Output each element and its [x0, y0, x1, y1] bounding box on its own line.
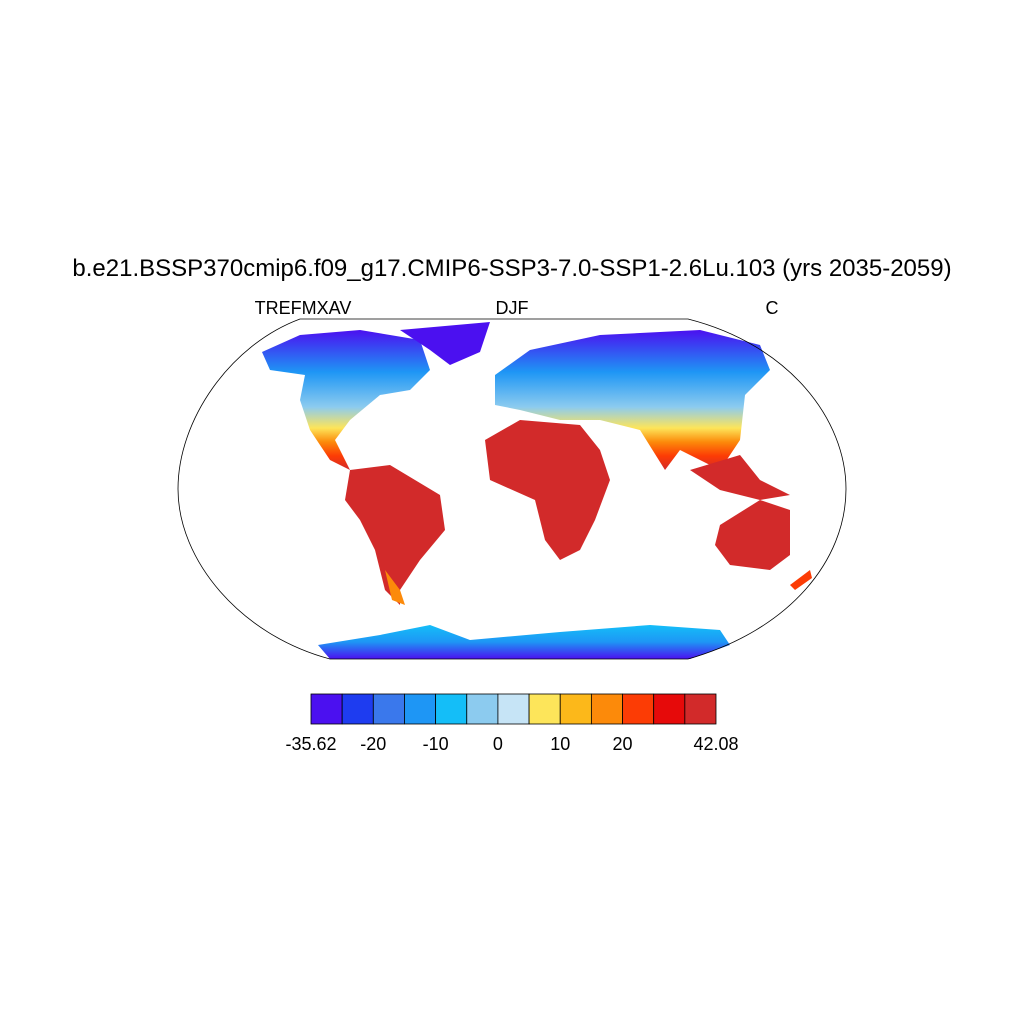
land	[495, 330, 770, 470]
land	[715, 500, 790, 570]
land	[385, 570, 405, 605]
land	[262, 330, 430, 470]
colorbar-label: -10	[423, 734, 449, 754]
colorbar-label: 10	[550, 734, 570, 754]
land	[790, 570, 812, 590]
colorbar-box	[372, 693, 405, 725]
land	[690, 455, 790, 500]
colorbar-box	[622, 693, 655, 725]
colorbar-box	[310, 693, 343, 725]
map-frame	[177, 318, 847, 660]
land	[345, 465, 445, 605]
land	[400, 322, 490, 365]
colorbar-box	[466, 693, 499, 725]
colorbar-label: -20	[360, 734, 386, 754]
map	[177, 318, 847, 660]
colorbar-box	[497, 693, 530, 725]
left-string: TREFMXAV	[255, 298, 352, 318]
colorbar-box	[435, 693, 468, 725]
colorbar: -35.62 -20 -10 0 10 20 42.08	[285, 693, 739, 754]
colorbar-label: 20	[613, 734, 633, 754]
center-string: DJF	[496, 298, 529, 318]
colorbar-box	[341, 693, 374, 725]
colorbar-box	[684, 693, 717, 725]
colorbar-box	[404, 693, 437, 725]
colorbar-box	[590, 693, 623, 725]
title: b.e21.BSSP370cmip6.f09_g17.CMIP6-SSP3-7.…	[72, 255, 951, 282]
land	[485, 420, 610, 560]
land	[318, 625, 730, 659]
colorbar-box	[528, 693, 561, 725]
colorbar-box	[559, 693, 592, 725]
colorbar-label: -35.62	[285, 734, 336, 754]
colorbar-box	[653, 693, 686, 725]
colorbar-label: 42.08	[693, 734, 738, 754]
colorbar-label: 0	[493, 734, 503, 754]
right-string: C	[766, 298, 779, 318]
